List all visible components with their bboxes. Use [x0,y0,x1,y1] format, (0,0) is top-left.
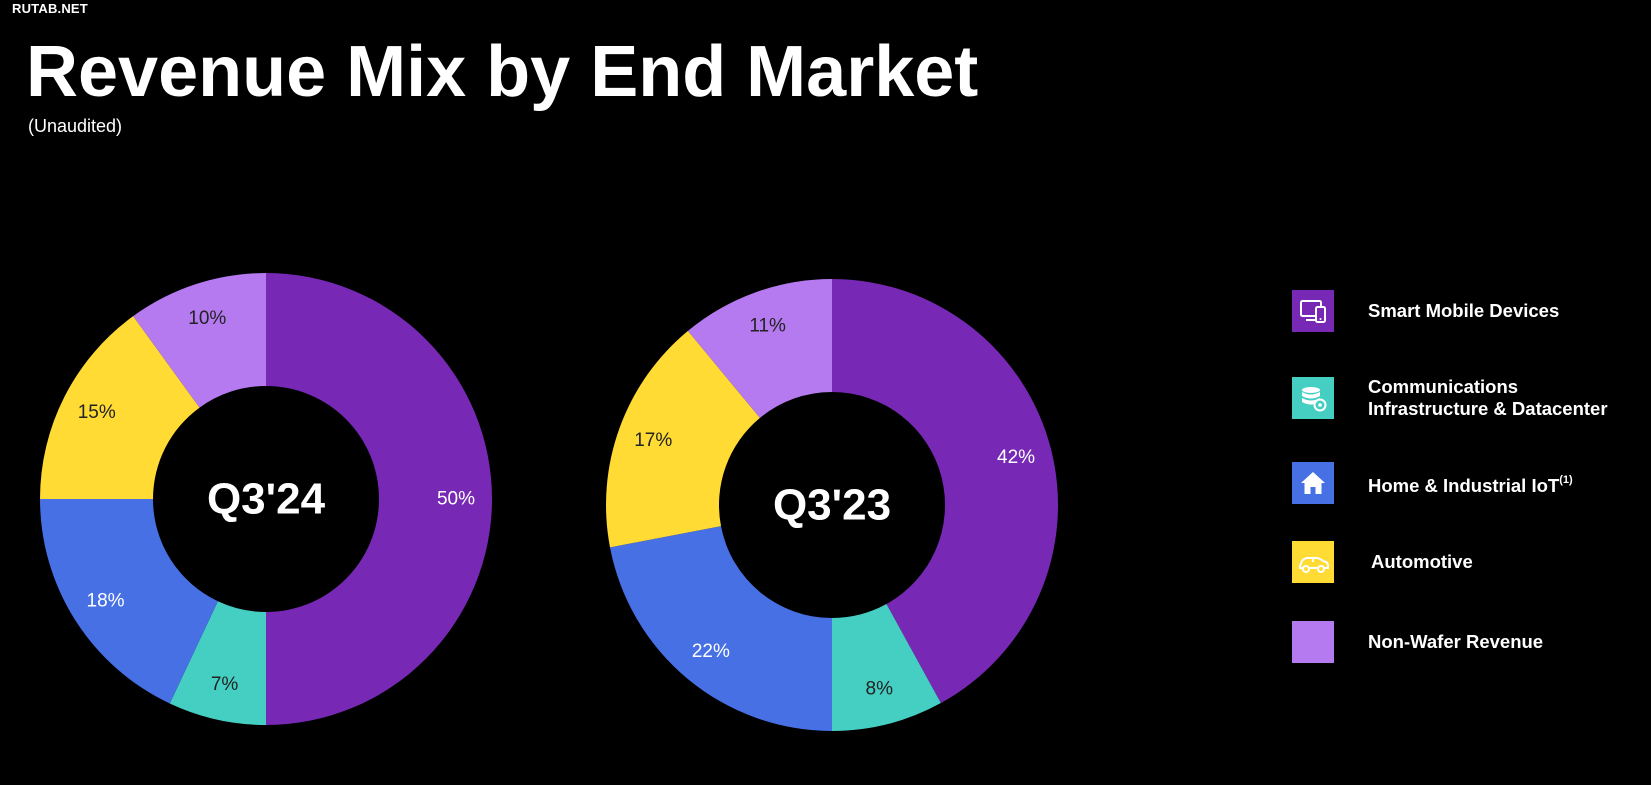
slice-smart-mobile [266,273,492,725]
slice-label-comms: 7% [211,674,239,695]
watermark: RUTAB.NET [12,1,88,16]
donut-chart-2: 42% 8% 22% 17% 11% Q3'23 [605,279,1058,731]
slice-smart-mobile [832,279,1058,704]
slice-home-iot [610,526,832,731]
donut-chart-1: 50% 7% 18% 15% 10% Q3'24 [40,273,492,725]
slice-label-automotive: 17% [634,430,672,451]
slice-label-home-iot: 18% [87,590,125,611]
slice-label-non-wafer: 11% [749,316,786,337]
slice-label-smart-mobile: 50% [437,489,475,510]
slice-non-wafer [687,279,832,418]
slice-label-home-iot: 22% [692,641,730,662]
slice-automotive [40,316,200,499]
page-subtitle: (Unaudited) [28,116,123,136]
page-title: Revenue Mix by End Market [26,32,979,112]
slice-label-smart-mobile: 42% [997,447,1035,468]
slice-non-wafer [133,273,266,408]
donut-center-label: Q3'23 [773,481,891,530]
slice-home-iot [40,499,218,704]
slice-automotive [605,330,760,548]
slice-comms [169,601,266,725]
slice-label-automotive: 15% [78,402,116,423]
donut-center-label: Q3'24 [207,475,326,524]
slice-label-non-wafer: 10% [188,308,226,329]
slice-label-comms: 8% [866,679,894,700]
slice-comms [832,604,941,731]
